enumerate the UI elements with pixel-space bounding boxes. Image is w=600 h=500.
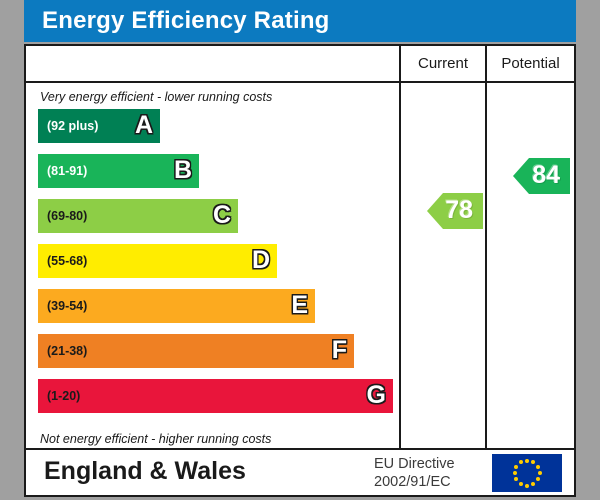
band-g: (1-20) G (38, 379, 393, 413)
caption-not-efficient: Not energy efficient - higher running co… (40, 432, 272, 446)
band-f: (21-38) F (38, 334, 354, 368)
footer-directive: EU Directive 2002/91/EC (374, 455, 494, 491)
page-title: Energy Efficiency Rating (42, 7, 330, 34)
eu-star-icon (535, 477, 540, 482)
eu-star-icon (514, 464, 519, 469)
caption-very-efficient: Very energy efficient - lower running co… (40, 90, 273, 104)
title-bar: Energy Efficiency Rating (24, 0, 576, 42)
rating-chart: Current Potential Very energy efficient … (24, 44, 576, 450)
band-b: (81-91) B (38, 154, 199, 188)
band-letter-g: G (366, 381, 386, 409)
eu-star-icon (514, 477, 519, 482)
band-range-f: (21-38) (47, 344, 88, 358)
bands-area: Very energy efficient - lower running co… (26, 83, 399, 448)
eu-star-icon (525, 483, 529, 488)
eu-star-icon (518, 460, 523, 465)
potential-rating-value: 84 (532, 161, 560, 189)
band-letter-f: F (331, 336, 347, 364)
band-e: (39-54) E (38, 289, 315, 323)
band-c: (69-80) C (38, 199, 238, 233)
column-divider-potential (485, 83, 487, 448)
band-letter-c: C (212, 201, 231, 229)
band-letter-d: D (251, 246, 270, 274)
directive-line-1: EU Directive (374, 456, 455, 472)
band-range-a: (92 plus) (47, 119, 99, 133)
eu-star-icon (537, 471, 542, 475)
directive-line-2: 2002/91/EC (374, 474, 451, 490)
band-letter-a: A (134, 111, 153, 139)
eu-star-icon (525, 458, 529, 463)
eu-star-icon (512, 471, 517, 475)
band-letter-e: E (291, 291, 308, 319)
eu-flag-icon (492, 454, 562, 492)
eu-star-icon (518, 481, 523, 486)
band-range-e: (39-54) (47, 299, 88, 313)
eu-star-icon (531, 460, 536, 465)
chart-header-row: Current Potential (26, 46, 574, 83)
band-range-g: (1-20) (47, 389, 81, 403)
current-rating-value: 78 (445, 196, 473, 224)
band-a: (92 plus) A (38, 109, 160, 143)
band-range-d: (55-68) (47, 254, 88, 268)
column-header-potential: Potential (485, 46, 574, 81)
eu-star-icon (535, 464, 540, 469)
eu-star-icon (531, 481, 536, 486)
epc-certificate: Energy Efficiency Rating Current Potenti… (24, 0, 576, 497)
column-divider-current (399, 83, 401, 448)
footer-region-label: England & Wales (44, 457, 246, 485)
band-letter-b: B (173, 156, 192, 184)
band-range-b: (81-91) (47, 164, 88, 178)
current-rating-arrow: 78 (427, 193, 483, 229)
column-header-current: Current (399, 46, 485, 81)
band-range-c: (69-80) (47, 209, 88, 223)
band-d: (55-68) D (38, 244, 277, 278)
footer: England & Wales EU Directive 2002/91/EC (24, 450, 576, 497)
potential-rating-arrow: 84 (513, 158, 570, 194)
